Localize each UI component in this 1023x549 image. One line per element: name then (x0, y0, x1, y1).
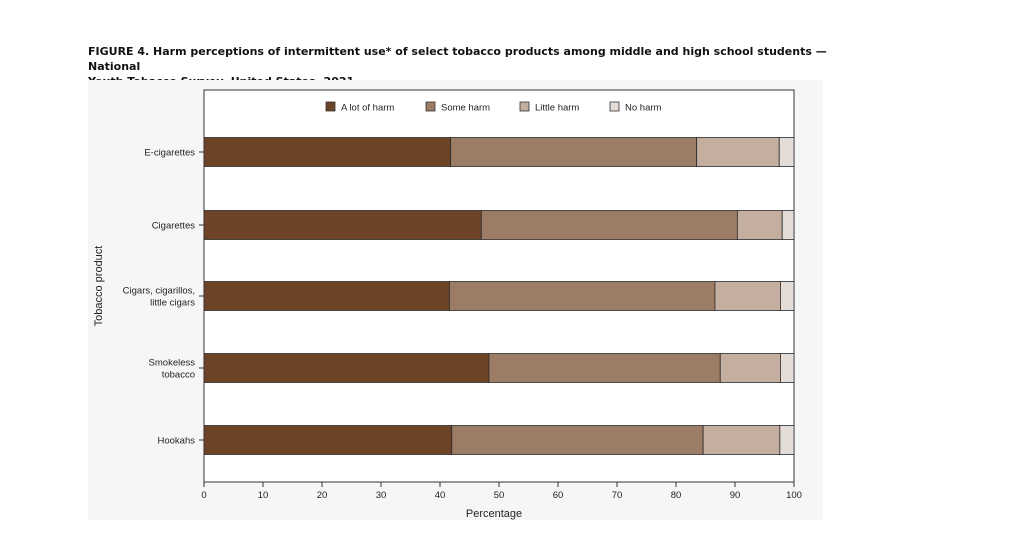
y-tick-label: Cigars, cigarillos, (123, 286, 195, 297)
bar-segment (203, 137, 452, 167)
x-axis-label: Percentage (466, 508, 522, 520)
x-tick-label: 40 (435, 490, 446, 501)
bar-segment (203, 210, 482, 240)
bar-segment (696, 137, 780, 167)
bar-segment (450, 137, 698, 167)
figure-title-line-1: FIGURE 4. Harm perceptions of intermitte… (88, 45, 827, 73)
bar-segment (780, 281, 795, 311)
x-tick-label: 30 (376, 490, 387, 501)
legend-swatch (609, 101, 620, 112)
chart-container: A lot of harm Some harm Little harm No harm… (88, 80, 823, 520)
x-tick-label: 50 (494, 490, 505, 501)
bar-segment (451, 425, 704, 455)
bar-segment (203, 425, 453, 455)
y-tick-label: Cigarettes (152, 221, 196, 232)
bar-segment (719, 353, 781, 383)
bar-segment (779, 425, 795, 455)
bar-segment (780, 353, 795, 383)
bar-segment (781, 210, 795, 240)
y-tick-label: E-cigarettes (144, 148, 195, 159)
y-tick-label: Hookahs (158, 436, 196, 447)
bar-segment (702, 425, 781, 455)
x-tick-label: 0 (201, 490, 206, 501)
bar-segment (203, 281, 450, 311)
x-tick-label: 70 (612, 490, 623, 501)
x-tick-label: 80 (671, 490, 682, 501)
x-tick-label: 60 (553, 490, 564, 501)
y-tick-label: Smokeless (149, 358, 196, 369)
y-tick-label: little cigars (150, 298, 195, 309)
legend-swatch (425, 101, 436, 112)
legend-label: A lot of harm (341, 103, 394, 114)
legend-swatch (519, 101, 530, 112)
x-tick-label: 90 (730, 490, 741, 501)
bar-segment (714, 281, 781, 311)
bar-segment (778, 137, 795, 167)
legend-swatch (325, 101, 336, 112)
bar-segment (488, 353, 721, 383)
y-tick-label: tobacco (162, 370, 195, 381)
legend-label: Some harm (441, 103, 490, 114)
x-tick-label: 10 (258, 490, 269, 501)
legend-label: No harm (625, 103, 662, 114)
bar-segment (480, 210, 738, 240)
stacked-bar-chart: A lot of harm Some harm Little harm No harm… (93, 89, 802, 520)
bar-segment (736, 210, 783, 240)
bar-segment (449, 281, 716, 311)
bar-segment (203, 353, 490, 383)
x-tick-label: 20 (317, 490, 328, 501)
legend-label: Little harm (535, 103, 579, 114)
y-axis-label: Tobacco product (93, 246, 105, 327)
x-tick-label: 100 (786, 490, 802, 501)
